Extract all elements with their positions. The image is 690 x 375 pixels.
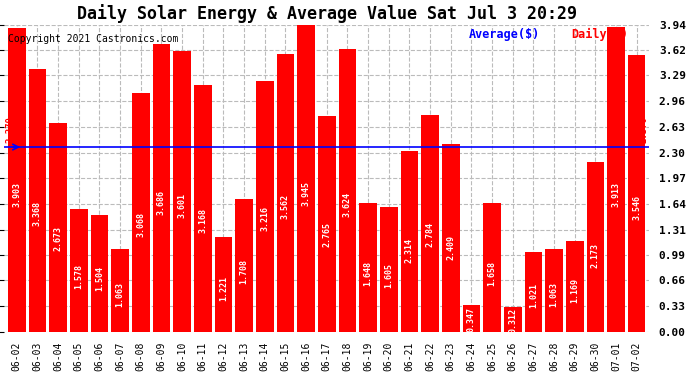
Bar [586, 162, 604, 332]
Text: 2.314: 2.314 [405, 238, 414, 263]
Text: 3.913: 3.913 [611, 182, 620, 207]
Bar [90, 214, 108, 332]
Bar [297, 24, 315, 332]
Text: 3.686: 3.686 [157, 190, 166, 215]
Text: 1.708: 1.708 [239, 260, 248, 284]
Bar [524, 252, 542, 332]
Bar [8, 28, 26, 332]
Bar [483, 202, 501, 332]
Text: 2.409: 2.409 [446, 235, 455, 260]
Bar [173, 51, 191, 332]
Text: 1.504: 1.504 [95, 267, 104, 291]
Bar [566, 241, 584, 332]
Text: 3.562: 3.562 [281, 194, 290, 219]
Bar [111, 249, 129, 332]
Title: Daily Solar Energy & Average Value Sat Jul 3 20:29: Daily Solar Energy & Average Value Sat J… [77, 4, 577, 23]
Text: Daily($): Daily($) [572, 28, 629, 41]
Bar [152, 45, 170, 332]
Bar [628, 56, 645, 332]
Text: 1.063: 1.063 [116, 282, 125, 307]
Bar [504, 308, 522, 332]
Text: 1.648: 1.648 [364, 261, 373, 286]
Text: 3.903: 3.903 [12, 182, 21, 207]
Text: 2.173: 2.173 [591, 243, 600, 268]
Text: 3.624: 3.624 [343, 192, 352, 217]
Bar [49, 123, 67, 332]
Text: 3.368: 3.368 [33, 201, 42, 226]
Bar [194, 85, 212, 332]
Bar [29, 69, 46, 332]
Bar [380, 207, 397, 332]
Text: 2.673: 2.673 [54, 225, 63, 251]
Text: 0.347: 0.347 [467, 307, 476, 332]
Text: 3.168: 3.168 [198, 208, 207, 233]
Bar [442, 144, 460, 332]
Text: 3.068: 3.068 [136, 211, 146, 237]
Bar [215, 237, 233, 332]
Bar [422, 115, 439, 332]
Bar [545, 249, 563, 332]
Text: 3.216: 3.216 [260, 207, 269, 231]
Text: 0.312: 0.312 [509, 308, 518, 333]
Text: 1.658: 1.658 [488, 261, 497, 286]
Text: 3.601: 3.601 [177, 193, 186, 218]
Bar [70, 209, 88, 332]
Text: 1.578: 1.578 [75, 264, 83, 289]
Text: Average($): Average($) [469, 28, 540, 41]
Bar [339, 50, 356, 332]
Text: 2.370: 2.370 [5, 116, 14, 143]
Bar [256, 81, 273, 332]
Text: 2.370: 2.370 [640, 116, 649, 143]
Text: 3.945: 3.945 [302, 181, 310, 206]
Bar [401, 152, 418, 332]
Bar [607, 27, 625, 332]
Text: Copyright 2021 Castronics.com: Copyright 2021 Castronics.com [8, 34, 178, 44]
Text: 1.605: 1.605 [384, 263, 393, 288]
Bar [359, 203, 377, 332]
Bar [132, 93, 150, 332]
Text: 2.784: 2.784 [426, 222, 435, 247]
Bar [277, 54, 294, 332]
Bar [462, 305, 480, 332]
Text: 1.063: 1.063 [549, 282, 558, 307]
Text: 1.221: 1.221 [219, 276, 228, 302]
Text: 2.765: 2.765 [322, 222, 331, 247]
Text: 3.546: 3.546 [632, 195, 641, 220]
Text: 1.021: 1.021 [529, 284, 538, 308]
Bar [235, 199, 253, 332]
Text: 1.169: 1.169 [570, 278, 579, 303]
Bar [318, 116, 335, 332]
